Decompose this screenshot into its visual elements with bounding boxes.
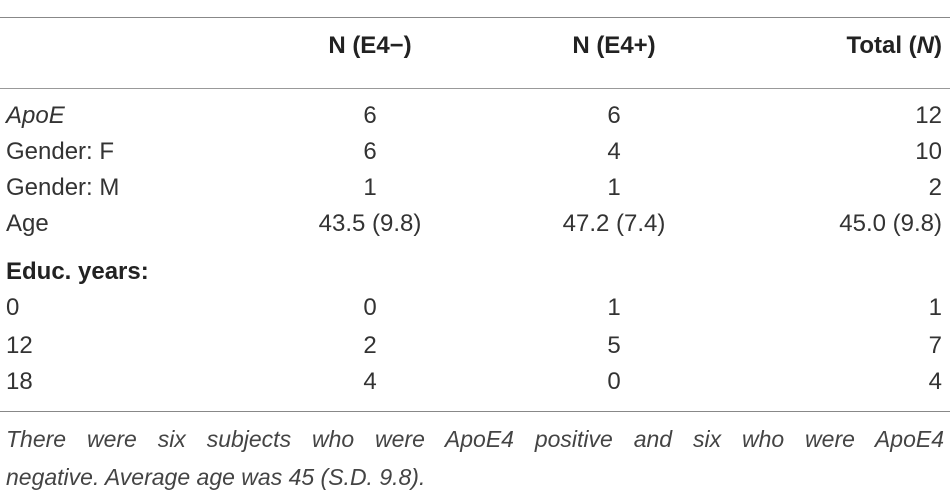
cell-e4-positive: 1	[607, 174, 621, 201]
cell-e4-negative: 0	[363, 294, 377, 321]
row-label: 18	[6, 368, 33, 395]
table-row: Gender: F 6 4 10	[0, 134, 950, 170]
table-row: 0 0 1 1	[0, 290, 950, 326]
table-top-rule	[0, 17, 950, 18]
table-row: Age 43.5 (9.8) 47.2 (7.4) 45.0 (9.8)	[0, 206, 950, 242]
cell-e4-positive: 4	[607, 138, 621, 165]
row-label: Gender: F	[6, 138, 115, 165]
row-label: Gender: M	[6, 174, 120, 201]
table-footnote: There were six subjects who were ApoE4 p…	[6, 420, 944, 496]
cell-e4-positive: 5	[607, 332, 621, 359]
cell-e4-negative: 6	[363, 138, 377, 165]
table-row: ApoE 6 6 12	[0, 98, 950, 134]
cell-e4-positive: 6	[607, 102, 621, 129]
cell-total: 10	[915, 138, 942, 165]
cell-e4-negative: 6	[363, 102, 377, 129]
footnote-line-1: There were six subjects who were ApoE4 p…	[6, 426, 944, 452]
table-bottom-rule	[0, 411, 950, 412]
table-row: Gender: M 1 1 2	[0, 170, 950, 206]
header-total-suffix: )	[934, 32, 942, 59]
cell-total: 4	[928, 368, 942, 395]
cell-e4-positive: 47.2 (7.4)	[562, 210, 666, 237]
row-label: 12	[6, 332, 33, 359]
cell-e4-negative: 4	[363, 368, 377, 395]
header-total-italic: N	[916, 32, 934, 59]
header-total: Total (N)	[846, 28, 942, 64]
cell-total: 12	[915, 102, 942, 129]
footnote-line-2: negative. Average age was 45 (S.D. 9.8).	[6, 464, 426, 490]
header-total-prefix: Total (	[846, 32, 917, 59]
row-section-label: Educ. years:	[6, 258, 149, 285]
cell-e4-positive: 0	[607, 368, 621, 395]
row-label: Age	[6, 210, 49, 237]
table-header-rule	[0, 88, 950, 89]
table-row: Educ. years:	[0, 254, 950, 290]
header-e4-negative: N (E4−)	[328, 32, 412, 59]
cell-total: 7	[928, 332, 942, 359]
table-header-row: N (E4−) N (E4+) Total (N)	[0, 28, 950, 64]
table-row: 12 2 5 7	[0, 328, 950, 364]
cell-e4-negative: 43.5 (9.8)	[318, 210, 422, 237]
header-e4-positive: N (E4+)	[572, 32, 656, 59]
table-row: 18 4 0 4	[0, 364, 950, 400]
cell-e4-negative: 2	[363, 332, 377, 359]
cell-total: 45.0 (9.8)	[839, 210, 942, 237]
row-label: 0	[6, 294, 20, 321]
row-label: ApoE	[6, 102, 65, 129]
cell-total: 2	[928, 174, 942, 201]
cell-total: 1	[928, 294, 942, 321]
cell-e4-positive: 1	[607, 294, 621, 321]
cell-e4-negative: 1	[363, 174, 377, 201]
